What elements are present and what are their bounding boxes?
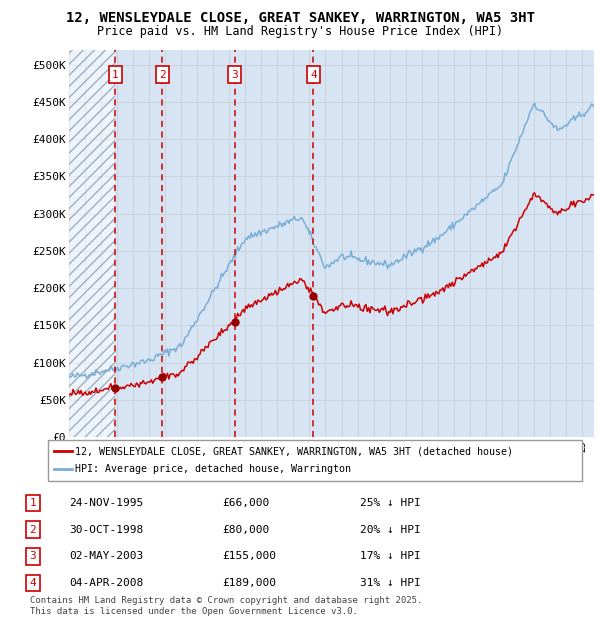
Text: 1: 1: [29, 498, 37, 508]
Text: Contains HM Land Registry data © Crown copyright and database right 2025.
This d: Contains HM Land Registry data © Crown c…: [30, 596, 422, 616]
Text: 12, WENSLEYDALE CLOSE, GREAT SANKEY, WARRINGTON, WA5 3HT: 12, WENSLEYDALE CLOSE, GREAT SANKEY, WAR…: [65, 11, 535, 25]
Text: HPI: Average price, detached house, Warrington: HPI: Average price, detached house, Warr…: [75, 464, 351, 474]
Text: 02-MAY-2003: 02-MAY-2003: [69, 551, 143, 562]
Text: 3: 3: [231, 70, 238, 80]
Text: 2: 2: [29, 525, 37, 535]
Text: Price paid vs. HM Land Registry's House Price Index (HPI): Price paid vs. HM Land Registry's House …: [97, 25, 503, 38]
Text: 24-NOV-1995: 24-NOV-1995: [69, 498, 143, 508]
Bar: [235, 50, 313, 437]
Text: 4: 4: [310, 70, 317, 80]
Bar: [115, 50, 163, 437]
Text: 12, WENSLEYDALE CLOSE, GREAT SANKEY, WARRINGTON, WA5 3HT (detached house): 12, WENSLEYDALE CLOSE, GREAT SANKEY, WAR…: [75, 446, 513, 456]
Text: £66,000: £66,000: [222, 498, 269, 508]
Text: 1: 1: [112, 70, 119, 80]
Text: 25% ↓ HPI: 25% ↓ HPI: [360, 498, 421, 508]
Bar: [313, 50, 594, 437]
Text: 2: 2: [159, 70, 166, 80]
Text: 04-APR-2008: 04-APR-2008: [69, 578, 143, 588]
Text: £155,000: £155,000: [222, 551, 276, 562]
Text: 20% ↓ HPI: 20% ↓ HPI: [360, 525, 421, 535]
Text: 31% ↓ HPI: 31% ↓ HPI: [360, 578, 421, 588]
Text: 17% ↓ HPI: 17% ↓ HPI: [360, 551, 421, 562]
Bar: [163, 50, 235, 437]
Text: 3: 3: [29, 551, 37, 562]
Text: £189,000: £189,000: [222, 578, 276, 588]
Text: £80,000: £80,000: [222, 525, 269, 535]
Text: 30-OCT-1998: 30-OCT-1998: [69, 525, 143, 535]
Text: 4: 4: [29, 578, 37, 588]
